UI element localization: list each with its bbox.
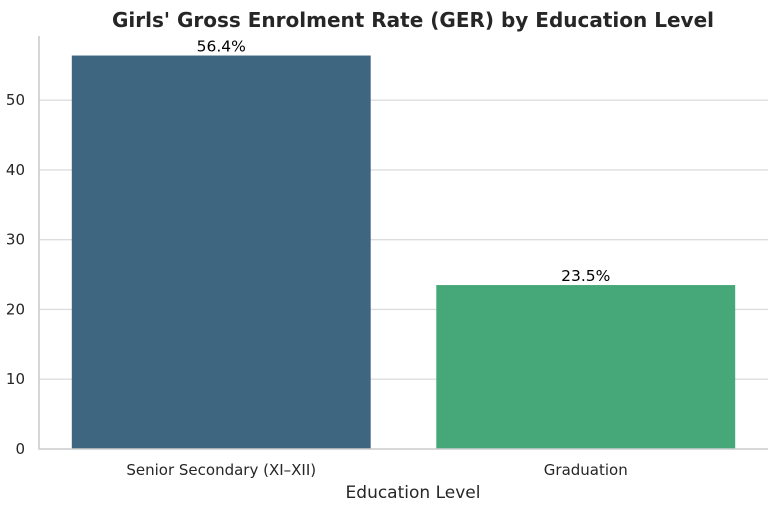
y-tick-label: 0: [15, 440, 25, 458]
data-labels: 56.4% 23.5%: [197, 38, 611, 286]
data-label: 56.4%: [197, 38, 246, 56]
x-axis-ticks: Senior Secondary (XI–XII) Graduation: [126, 461, 627, 479]
data-label: 23.5%: [561, 267, 610, 285]
x-tick-label: Senior Secondary (XI–XII): [126, 461, 316, 479]
y-tick-label: 30: [6, 231, 25, 249]
x-axis-label: Education Level: [346, 483, 481, 503]
axes-spines: [38, 36, 768, 450]
y-tick-label: 10: [6, 370, 25, 388]
y-axis-ticks: 0 10 20 30 40 50: [6, 91, 25, 458]
bar: [71, 55, 371, 449]
y-tick-label: 20: [6, 300, 25, 318]
bar: [436, 285, 736, 449]
chart-title: Girls' Gross Enrolment Rate (GER) by Edu…: [112, 8, 714, 32]
y-tick-label: 50: [6, 91, 25, 109]
bars: [71, 55, 736, 449]
x-tick-label: Graduation: [544, 461, 628, 479]
y-tick-label: 40: [6, 161, 25, 179]
